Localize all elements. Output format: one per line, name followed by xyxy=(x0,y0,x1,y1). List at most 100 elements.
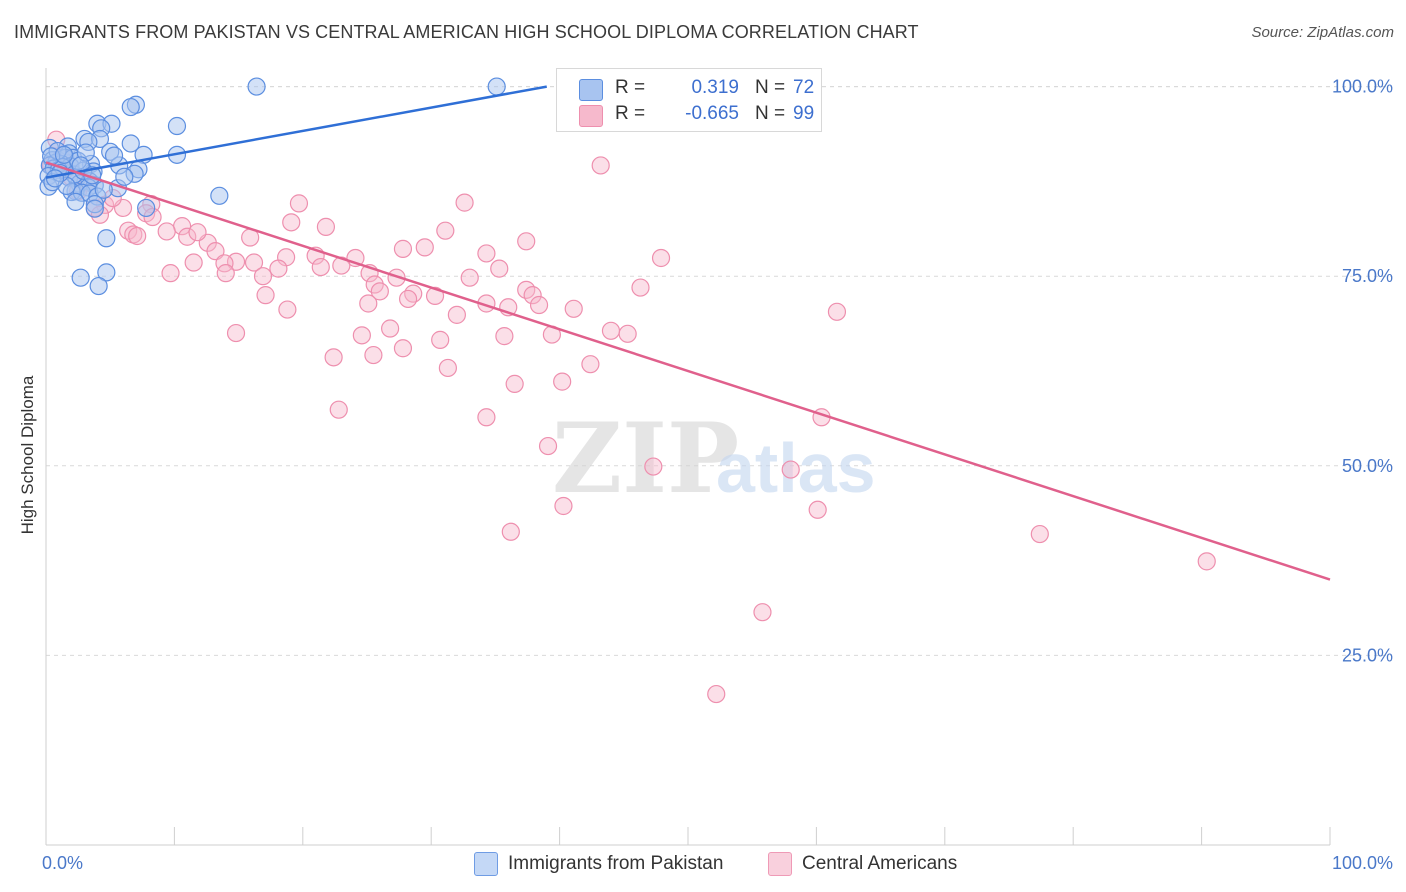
n-value: 99 xyxy=(793,103,815,124)
data-point-central-americans xyxy=(269,259,288,278)
data-point-central-americans xyxy=(553,372,572,391)
data-point-pakistan xyxy=(97,229,116,248)
data-point-pakistan xyxy=(137,198,156,218)
chart-title: IMMIGRANTS FROM PAKISTAN VS CENTRAL AMER… xyxy=(14,22,919,42)
y-tick-label: 50.0% xyxy=(1342,456,1393,476)
grid-lines xyxy=(46,86,1392,656)
data-point-central-americans xyxy=(501,522,520,541)
watermark-zip: ZIP xyxy=(552,402,739,515)
data-point-central-americans xyxy=(436,221,455,240)
data-point-central-americans xyxy=(206,242,225,261)
data-point-central-americans xyxy=(808,500,827,519)
data-point-central-americans xyxy=(256,286,275,305)
data-point-pakistan xyxy=(85,199,104,218)
r-label: R = xyxy=(615,77,646,98)
data-point-pakistan xyxy=(97,263,116,282)
legend-swatch-blue xyxy=(474,852,498,876)
data-point-central-americans xyxy=(244,253,264,272)
source-label: Source: ZipAtlas.com xyxy=(1251,24,1394,41)
data-point-central-americans xyxy=(447,305,466,324)
data-point-central-americans xyxy=(404,284,423,303)
data-point-central-americans xyxy=(226,323,246,343)
data-point-pakistan xyxy=(121,97,140,117)
data-point-central-americans xyxy=(253,267,273,286)
watermark-atlas: atlas xyxy=(716,429,876,507)
data-point-central-americans xyxy=(631,278,650,297)
data-point-central-americans xyxy=(538,436,558,456)
n-label: N = xyxy=(755,103,786,124)
data-point-central-americans xyxy=(591,156,610,175)
data-point-central-americans xyxy=(359,294,378,313)
y-tick-label: 75.0% xyxy=(1342,266,1393,286)
data-point-central-americans xyxy=(581,355,600,374)
data-point-central-americans xyxy=(505,374,524,393)
data-point-central-americans xyxy=(316,217,336,236)
trend-lines xyxy=(45,85,1331,581)
data-point-central-americans xyxy=(495,327,514,346)
data-point-central-americans xyxy=(618,324,637,343)
data-point-pakistan xyxy=(167,116,187,136)
data-point-central-americans xyxy=(329,400,348,419)
data-point-central-americans xyxy=(554,496,573,516)
data-point-central-americans xyxy=(215,254,234,273)
data-point-central-americans xyxy=(128,226,147,246)
data-point-central-americans xyxy=(1030,524,1049,544)
tick-labels: 25.0% 50.0% 75.0% 100.0% 0.0% 100.0% xyxy=(42,77,1393,873)
data-point-central-americans xyxy=(523,286,542,305)
data-point-central-americans xyxy=(178,227,197,246)
y-tick-label: 25.0% xyxy=(1342,645,1393,665)
data-point-central-americans xyxy=(425,286,445,306)
n-value: 72 xyxy=(793,77,815,98)
data-point-pakistan xyxy=(487,77,506,96)
data-point-central-americans xyxy=(352,326,371,345)
data-point-central-americans xyxy=(278,300,297,319)
data-point-central-americans xyxy=(311,257,330,277)
data-point-pakistan xyxy=(121,134,140,153)
data-point-central-americans xyxy=(398,289,418,309)
data-point-pakistan xyxy=(66,192,85,211)
r-value: -0.665 xyxy=(685,103,739,124)
legend-swatch-blue xyxy=(579,79,603,101)
data-point-central-americans xyxy=(601,321,621,340)
data-point-central-americans xyxy=(529,295,549,315)
stats-legend: R = 0.319 N = 72 R = -0.665 N = 99 xyxy=(556,68,822,132)
data-point-central-americans xyxy=(644,457,663,476)
data-point-pakistan xyxy=(210,186,229,205)
data-point-central-americans xyxy=(393,339,413,358)
n-label: N = xyxy=(755,77,786,98)
axes xyxy=(45,68,1331,846)
data-point-central-americans xyxy=(364,345,383,365)
data-point-pakistan xyxy=(247,77,266,96)
data-point-pakistan xyxy=(71,268,90,287)
data-point-central-americans xyxy=(387,268,406,287)
legend-label: Central Americans xyxy=(802,853,958,874)
data-point-central-americans xyxy=(707,684,726,704)
trend-line-pakistan xyxy=(45,85,547,179)
data-point-central-americans xyxy=(188,223,207,242)
x-tick-label: 0.0% xyxy=(42,853,83,873)
data-point-central-americans xyxy=(460,268,479,287)
data-point-central-americans xyxy=(477,244,496,263)
data-point-central-americans xyxy=(517,232,536,251)
data-point-central-americans xyxy=(289,194,309,213)
data-point-central-americans xyxy=(157,222,176,241)
data-point-central-americans xyxy=(781,460,800,479)
data-point-central-americans xyxy=(381,319,400,338)
legend-swatch-pink xyxy=(579,105,603,127)
y-axis-title: High School Diploma xyxy=(18,375,37,534)
data-point-central-americans xyxy=(431,330,450,349)
r-label: R = xyxy=(615,103,646,124)
data-point-pakistan xyxy=(104,146,124,165)
data-point-central-americans xyxy=(753,603,772,622)
data-point-central-americans xyxy=(564,299,583,318)
data-point-central-americans xyxy=(161,264,180,283)
data-point-central-americans xyxy=(324,348,343,367)
data-point-central-americans xyxy=(438,358,457,378)
legend-label: Immigrants from Pakistan xyxy=(508,853,724,874)
data-point-central-americans xyxy=(651,248,671,268)
data-point-central-americans xyxy=(370,282,389,301)
data-point-pakistan xyxy=(45,169,65,188)
r-value: 0.319 xyxy=(691,77,739,98)
data-point-central-americans xyxy=(184,253,203,272)
data-point-central-americans xyxy=(490,259,509,278)
